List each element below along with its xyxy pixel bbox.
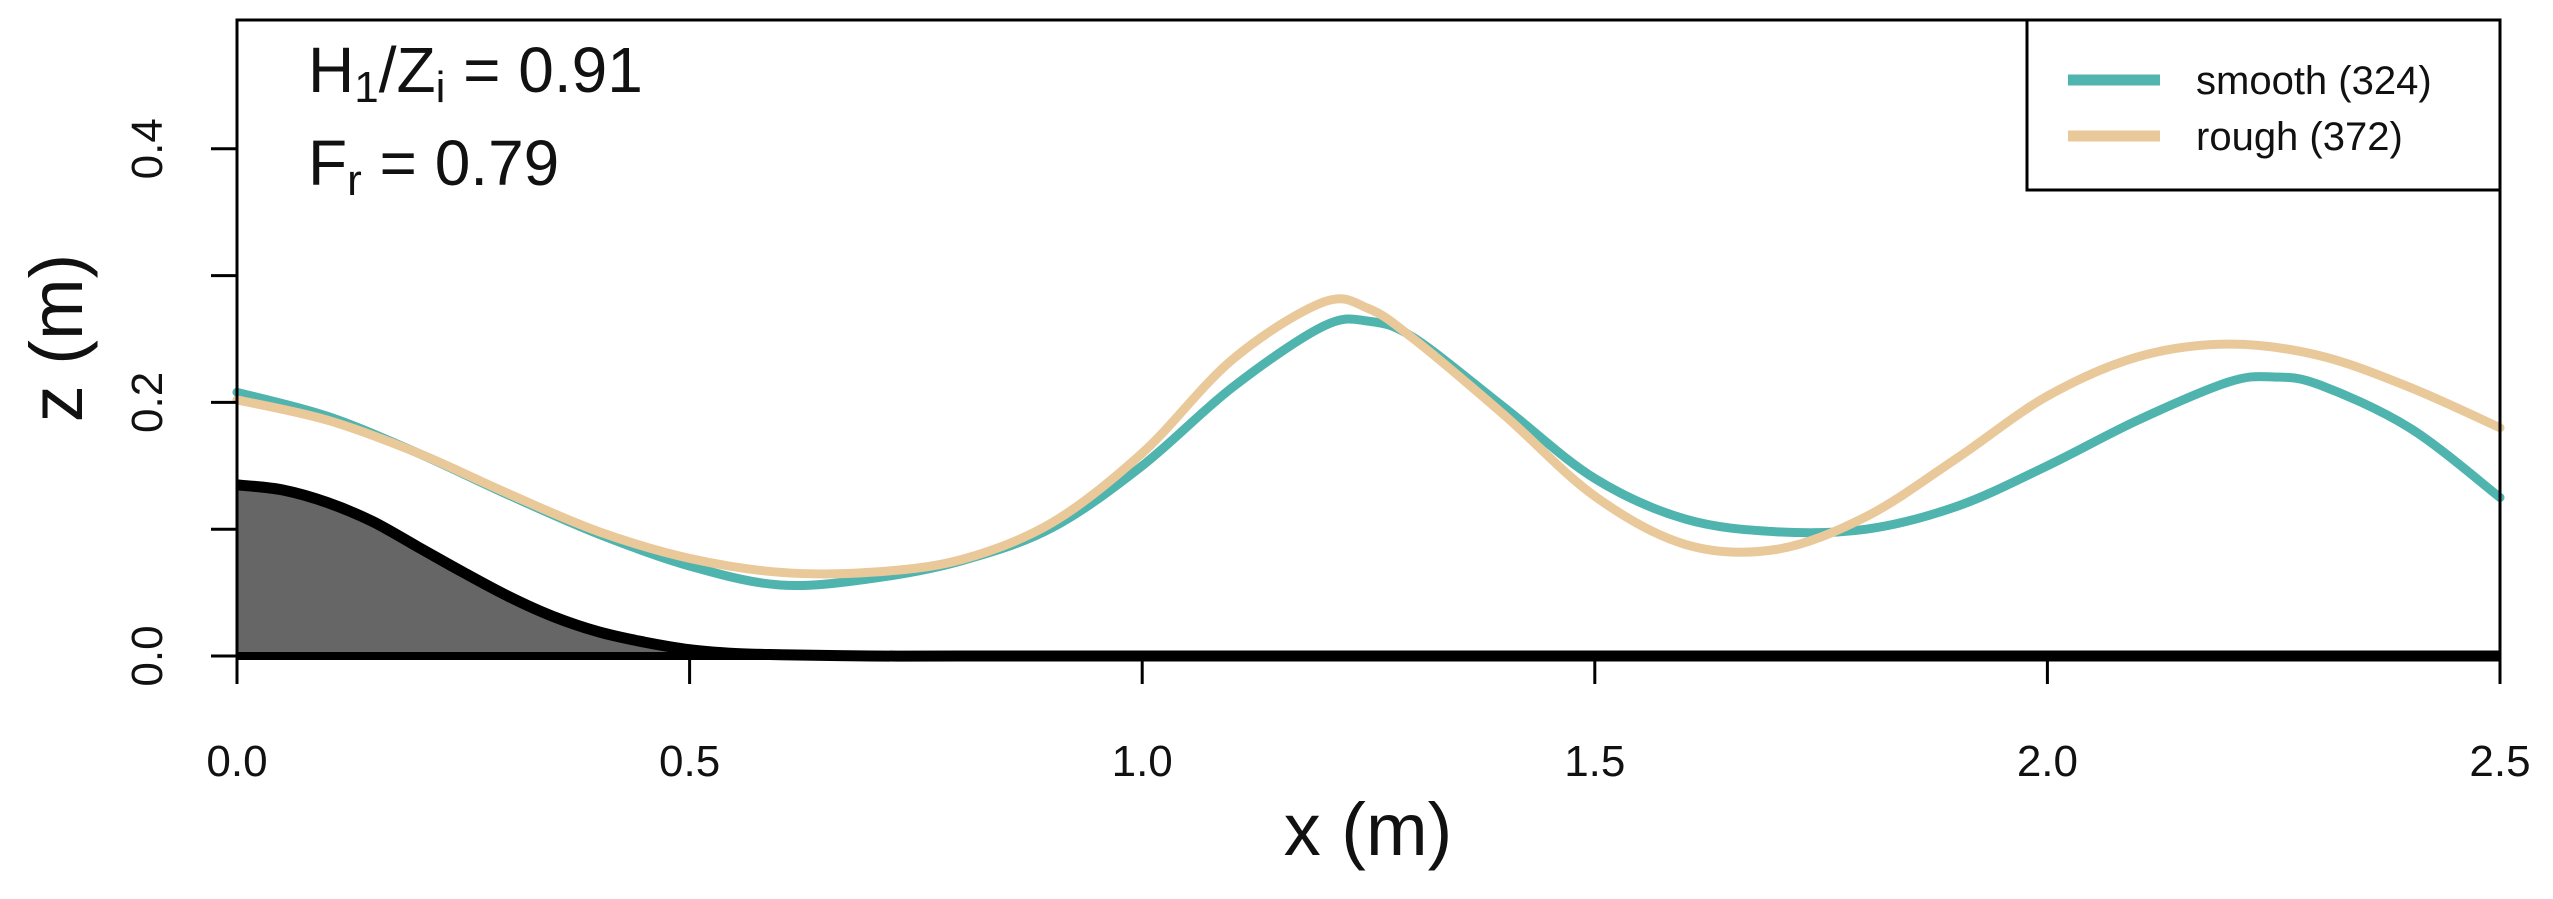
x-tick-label: 2.5 — [2469, 737, 2530, 786]
legend-box — [2025, 18, 2502, 192]
annotation-height-ratio: H1/Zi = 0.91 — [308, 34, 643, 112]
series-line-smooth — [232, 314, 2505, 591]
y-tick-label: 0.4 — [123, 118, 172, 179]
plot-area — [232, 294, 2505, 662]
series-line-rough — [232, 294, 2505, 579]
legend-label-rough: rough (372) — [2196, 115, 2403, 159]
annotations: H1/Zi = 0.91 Fr = 0.79 — [308, 34, 643, 205]
bottom-topography-fill — [237, 484, 2500, 657]
series-layer — [232, 294, 2505, 591]
x-tick-label: 0.0 — [206, 737, 267, 786]
x-axis-label: x (m) — [1284, 788, 1453, 871]
x-tick-label: 2.0 — [2017, 737, 2078, 786]
legend: smooth (324) rough (372) — [2025, 18, 2502, 192]
y-axis-label: z (m) — [15, 254, 98, 423]
x-tick-label: 0.5 — [659, 737, 720, 786]
y-axis: 0.0 0.2 0.4 — [123, 118, 239, 687]
x-tick-label: 1.0 — [1112, 737, 1173, 786]
x-axis: 0.0 0.5 1.0 1.5 2.0 2.5 — [206, 654, 2531, 786]
y-tick-label: 0.0 — [123, 625, 172, 686]
annotation-froude-number: Fr = 0.79 — [308, 127, 559, 205]
x-tick-label: 1.5 — [1564, 737, 1625, 786]
y-tick-label: 0.2 — [123, 372, 172, 433]
bottom-topography-line — [236, 479, 2500, 662]
legend-label-smooth: smooth (324) — [2196, 59, 2432, 103]
